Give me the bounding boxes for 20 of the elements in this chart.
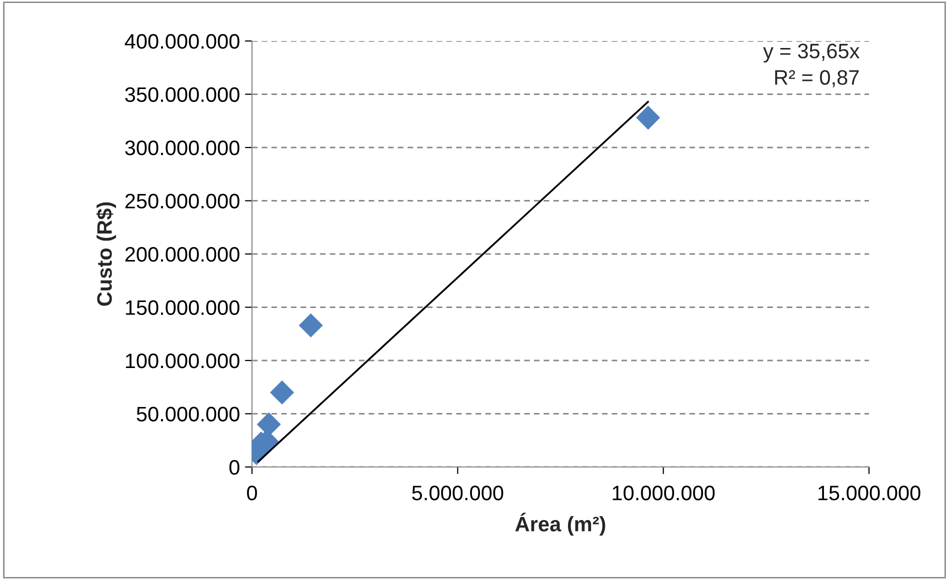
x-tick-label: 5.000.000 <box>412 486 504 500</box>
x-tick-label: 15.000.000 <box>818 486 920 500</box>
y-tick-label: 50.000.000 <box>136 406 240 422</box>
y-tick-label: 350.000.000 <box>125 87 240 102</box>
y-tick-label: 0 <box>229 460 240 475</box>
y-axis-title: Custo (R$) <box>96 202 116 306</box>
x-tick-label: 10.000.000 <box>612 486 715 500</box>
point <box>270 380 294 404</box>
annotation: y = 35,65x <box>763 44 860 63</box>
y-tick-label: 250.000.000 <box>125 194 240 209</box>
point <box>298 313 323 338</box>
y-tick-label: 100.000.000 <box>126 354 240 368</box>
y-tick-label: 400.000.000 <box>124 34 240 49</box>
y-tick-label: 200.000.000 <box>125 247 240 262</box>
annotation: R² = 0,87 <box>775 70 859 88</box>
y-tick-label: 150.000.000 <box>126 300 240 316</box>
point <box>636 106 660 130</box>
y-tick-label: 300.000.000 <box>125 140 240 156</box>
x-axis-title: Área (m²) <box>515 512 606 536</box>
x-tick-label: 0 <box>247 486 257 500</box>
